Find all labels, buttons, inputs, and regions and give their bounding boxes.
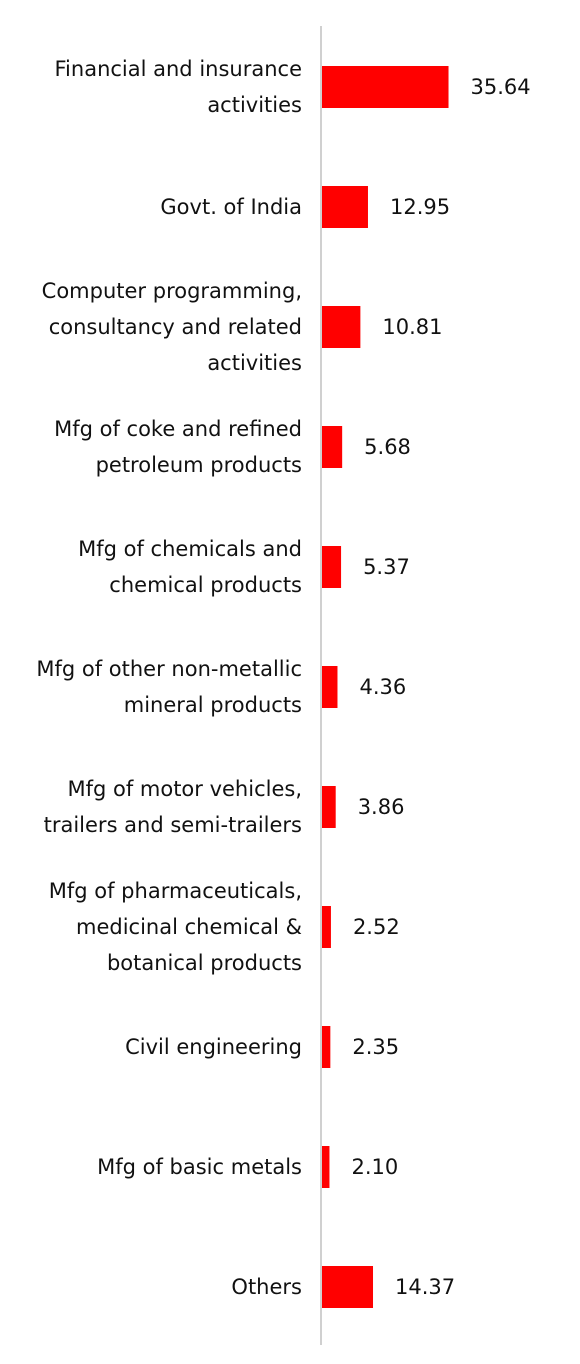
bar bbox=[322, 666, 338, 708]
bar bbox=[322, 66, 449, 108]
category-label-line: Mfg of coke and refined bbox=[54, 417, 302, 441]
bar-value-label: 14.37 bbox=[395, 1275, 455, 1299]
bar bbox=[322, 186, 368, 228]
category-label-line: Mfg of basic metals bbox=[97, 1155, 302, 1179]
category-label: Mfg of basic metals bbox=[97, 1155, 302, 1179]
bar bbox=[322, 546, 342, 588]
bar bbox=[322, 1146, 330, 1188]
category-label: Mfg of pharmaceuticals, medicinal chemica… bbox=[49, 879, 302, 975]
bar bbox=[322, 426, 343, 468]
bar-value-label: 2.52 bbox=[353, 915, 400, 939]
category-label-line: mineral products bbox=[124, 693, 302, 717]
category-label-line: botanical products bbox=[107, 951, 302, 975]
bar-value-label: 2.10 bbox=[351, 1155, 398, 1179]
category-label: Computer programming, consultancy and rel… bbox=[42, 279, 302, 375]
category-label-line: activities bbox=[207, 351, 302, 375]
category-label: Mfg of other non-metallic mineral product… bbox=[36, 657, 302, 717]
category-label-line: Civil engineering bbox=[125, 1035, 302, 1059]
bar-value-label: 5.37 bbox=[363, 555, 410, 579]
bar bbox=[322, 786, 336, 828]
chart-rows: 35.64 Financial and insurance activities 12… bbox=[36, 57, 531, 1308]
bar-value-label: 4.36 bbox=[359, 675, 406, 699]
category-label: Others bbox=[231, 1275, 302, 1299]
category-label-line: Mfg of motor vehicles, bbox=[67, 777, 302, 801]
category-label-line: medicinal chemical & bbox=[76, 915, 302, 939]
category-label: Govt. of India bbox=[160, 195, 302, 219]
category-label: Mfg of chemicals and chemical products bbox=[78, 537, 302, 597]
category-label-line: Mfg of pharmaceuticals, bbox=[49, 879, 302, 903]
bar-value-label: 35.64 bbox=[471, 75, 531, 99]
category-label: Financial and insurance activities bbox=[55, 57, 303, 117]
category-label-line: Others bbox=[231, 1275, 302, 1299]
bar bbox=[322, 306, 361, 348]
bar-value-label: 12.95 bbox=[390, 195, 450, 219]
category-label-line: chemical products bbox=[109, 573, 302, 597]
category-label: Civil engineering bbox=[125, 1035, 302, 1059]
bar-value-label: 2.35 bbox=[352, 1035, 399, 1059]
category-label-line: Mfg of other non-metallic bbox=[36, 657, 302, 681]
bar-value-label: 3.86 bbox=[358, 795, 405, 819]
category-label-line: Computer programming, bbox=[42, 279, 302, 303]
category-label-line: petroleum products bbox=[96, 453, 302, 477]
category-label-line: consultancy and related bbox=[49, 315, 302, 339]
bar bbox=[322, 1026, 331, 1068]
category-label-line: Mfg of chemicals and bbox=[78, 537, 302, 561]
category-label: Mfg of coke and refined petroleum product… bbox=[54, 417, 302, 477]
category-label: Mfg of motor vehicles, trailers and semi-… bbox=[44, 777, 302, 837]
bar bbox=[322, 906, 331, 948]
bar bbox=[322, 1266, 374, 1308]
category-label-line: activities bbox=[207, 93, 302, 117]
category-label-line: Govt. of India bbox=[160, 195, 302, 219]
bar-value-label: 5.68 bbox=[364, 435, 411, 459]
category-label-line: Financial and insurance bbox=[55, 57, 303, 81]
bar-value-label: 10.81 bbox=[382, 315, 442, 339]
category-label-line: trailers and semi-trailers bbox=[44, 813, 302, 837]
